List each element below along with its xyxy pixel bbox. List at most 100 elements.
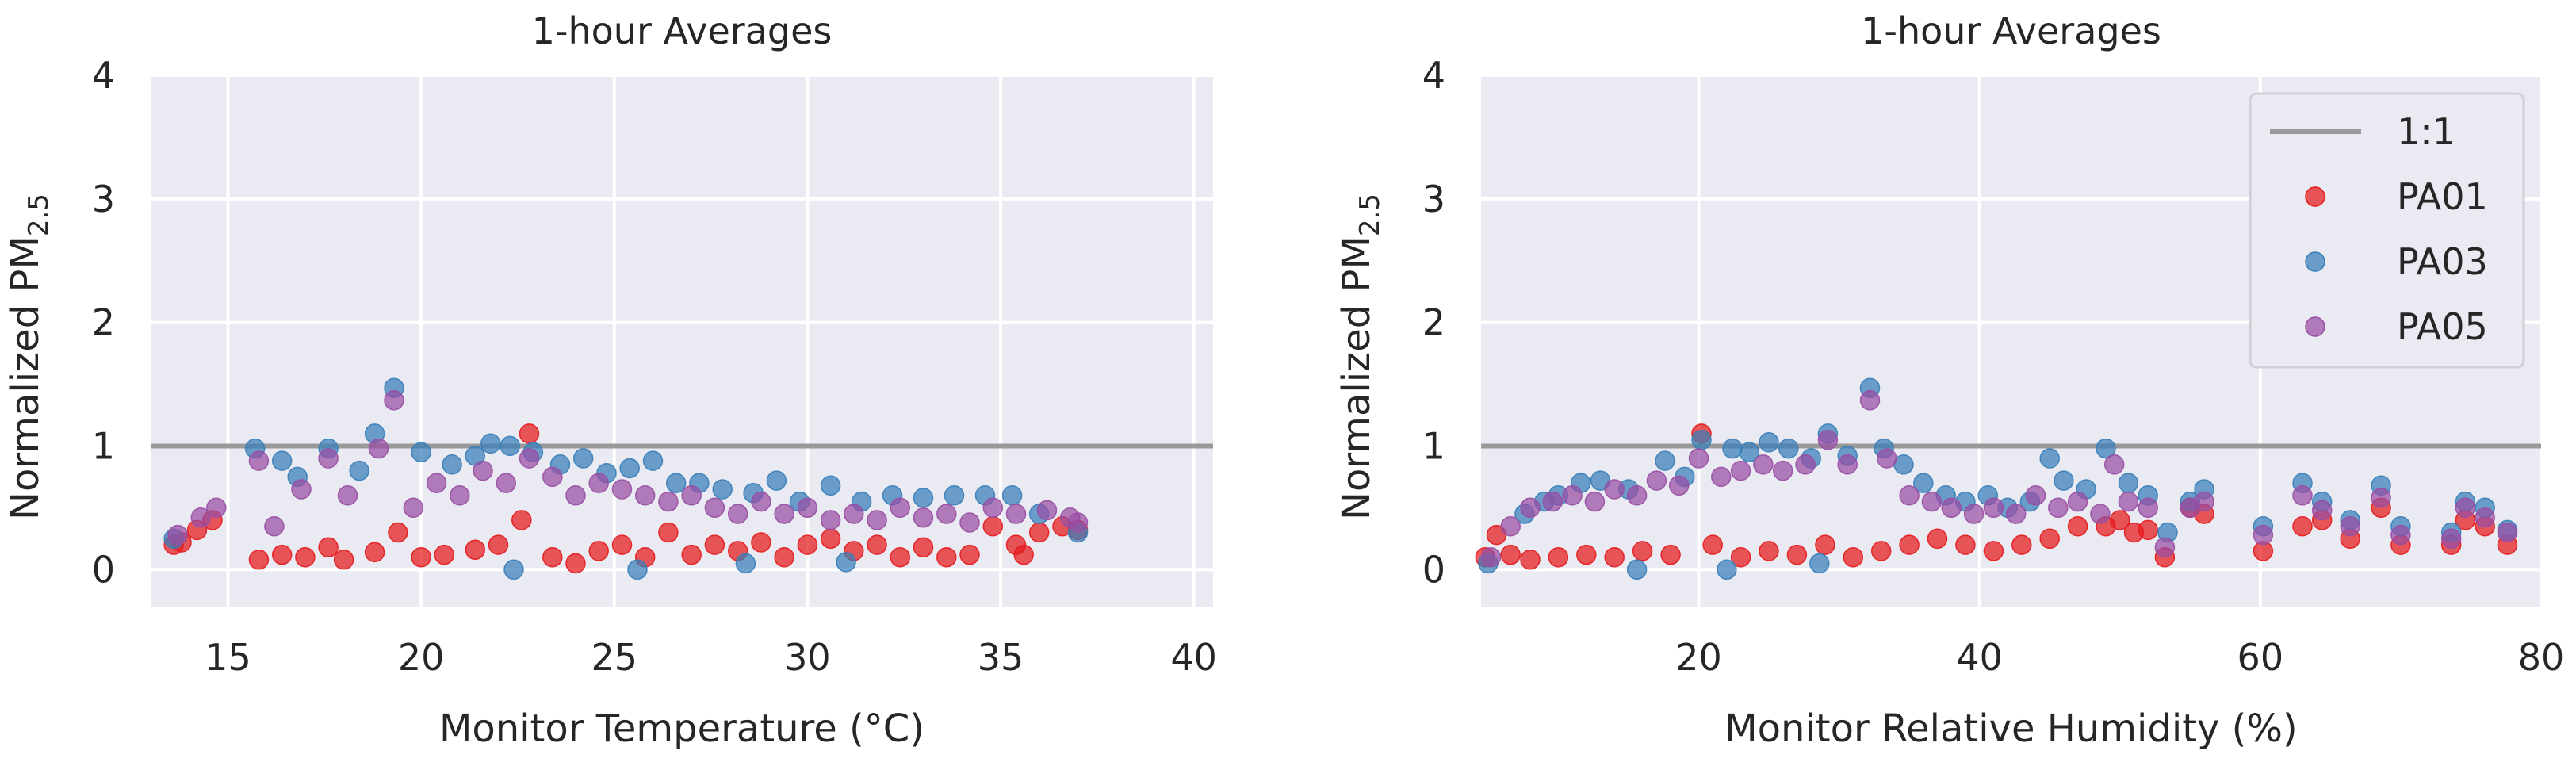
data-point [1576,544,1597,565]
data-point [982,497,1004,519]
data-point [751,532,771,553]
data-point [2390,524,2411,546]
data-point [2103,454,2125,475]
data-point [681,485,702,506]
data-point [542,546,563,568]
data-point [2440,528,2462,550]
data-point [1730,546,1751,568]
x-tick-label: 30 [784,636,831,679]
data-point [2054,470,2074,491]
legend-marker-pa05 [2305,316,2325,337]
data-point [2455,497,2476,519]
data-point [2096,438,2116,459]
data-point [751,491,771,512]
x-axis-label: Monitor Relative Humidity (%) [1724,707,2298,751]
data-point [1013,544,1034,565]
data-point [2118,473,2139,493]
data-point [712,479,733,500]
data-point [465,539,486,561]
y-tick-label: 3 [1422,178,1445,220]
data-point [1921,491,1943,512]
data-point [1691,429,1712,450]
data-point [2138,519,2158,541]
y-axis-label-main: Normalized PM [1334,236,1379,520]
chart-title: 1-hour Averages [1861,10,2161,52]
data-point [572,448,594,469]
data-point [611,534,633,555]
y-tick-label: 1 [1422,424,1445,467]
data-point [658,491,679,512]
data-point [1548,546,1569,568]
data-point [1028,522,1050,543]
data-point [844,504,864,524]
data-point [426,473,447,493]
data-point [588,541,609,561]
data-point [1655,450,1675,471]
data-point [473,460,493,481]
x-tick-label: 20 [398,636,445,679]
data-point [1955,534,1976,555]
data-point [2067,491,2088,512]
data-point [1646,470,1667,491]
data-point [1067,512,1089,533]
x-tick-label: 60 [2237,636,2284,679]
y-tick-label: 4 [92,54,115,97]
y-tick-label: 0 [1422,548,1445,591]
legend-marker-pa03 [2305,251,2325,272]
data-point [1500,544,1521,565]
data-point [2340,515,2360,537]
data-point [1626,559,1648,580]
data-point [1001,485,1023,506]
y-tick-label: 2 [92,301,115,344]
data-point [2048,497,2069,519]
data-point [503,559,524,580]
data-point [1702,534,1723,555]
data-point [384,390,404,411]
data-point [349,460,369,481]
data-point [2311,500,2333,521]
data-point [658,522,679,543]
data-point [727,504,748,524]
data-point [2292,485,2313,506]
data-point [1795,454,1816,475]
data-point [2039,448,2060,469]
data-point [774,504,794,524]
y-axis-label-main: Normalized PM [3,236,48,520]
chart-panel-2: 20 40 60 80 0 1 2 3 4 1-hour Averages Monitor Rela… [1334,10,2564,751]
data-point [511,510,532,530]
data-point [1500,515,1521,537]
data-point [1036,500,1058,521]
data-point [1759,541,1779,561]
y-axis-label-subscript: 2.5 [1354,193,1386,236]
data-point [913,488,934,508]
data-point [1893,454,1914,475]
data-point [2090,504,2111,524]
data-point [519,448,540,469]
data-point [1480,546,1502,568]
data-point [1730,460,1751,481]
data-point [2039,528,2060,550]
data-point [1877,448,1897,469]
data-point [333,550,354,570]
data-point [944,485,965,506]
data-point [913,537,934,557]
data-point [1562,485,1583,506]
data-point [1753,454,1774,475]
data-point [388,522,408,543]
data-point [1815,534,1835,555]
data-point [704,497,725,519]
data-point [411,546,431,568]
y-tick-label: 2 [1422,301,1445,344]
legend-box [2249,92,2525,369]
data-point [1772,460,1793,481]
data-point [2253,524,2274,546]
y-axis-label: Normalized PM2.5 [1334,193,1386,520]
data-point [291,479,312,500]
data-point [1963,504,1985,524]
series-pa05 [167,390,1089,546]
data-point [1520,550,1541,570]
data-point [1668,475,1690,496]
data-point [1660,544,1681,565]
data-point [774,546,794,568]
